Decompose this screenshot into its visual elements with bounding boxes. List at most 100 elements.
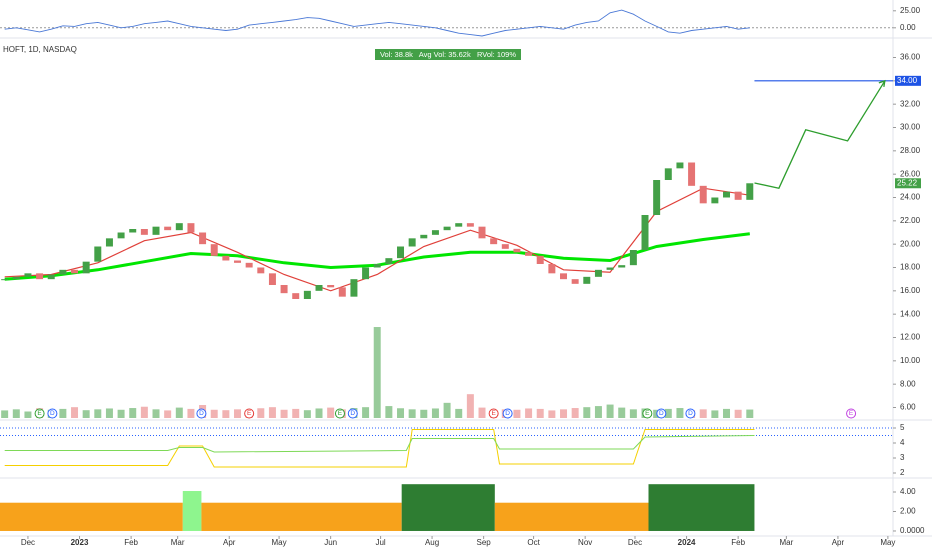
candle — [723, 191, 731, 198]
x-tick-label: May — [272, 538, 287, 547]
candle — [187, 223, 195, 233]
event-marker — [334, 408, 345, 419]
regime-block — [494, 502, 649, 531]
volume-bar — [385, 406, 393, 418]
y-tick-label: 14.00 — [900, 309, 921, 318]
target-label: 34.00 — [897, 76, 918, 85]
candle — [199, 232, 207, 245]
candle — [560, 273, 568, 280]
x-tick-label: May — [880, 538, 895, 547]
y-tick-label: 2.00 — [900, 507, 916, 516]
volume-bar — [373, 327, 381, 418]
volume-bar — [676, 408, 684, 418]
event-label: E — [491, 410, 496, 417]
candle — [105, 238, 113, 247]
volume-bar — [420, 409, 428, 418]
candle — [373, 264, 381, 268]
volume-bar — [257, 408, 265, 418]
oscillator-line — [4, 9, 750, 37]
candle — [629, 250, 637, 266]
candle — [362, 267, 370, 280]
volume-bar — [234, 409, 242, 418]
candle — [350, 279, 358, 297]
y-tick-label: 20.00 — [900, 239, 921, 248]
candle — [24, 273, 32, 277]
candle — [466, 223, 474, 227]
candle — [397, 246, 405, 259]
candle — [1, 279, 9, 281]
volume-bar — [583, 407, 591, 418]
x-tick-label: Aug — [425, 538, 439, 547]
y-tick-label: 12.00 — [900, 333, 921, 342]
y-tick-label: 18.00 — [900, 263, 921, 272]
x-tick-label: Mar — [171, 538, 185, 547]
volume-bar — [536, 408, 544, 418]
event-marker — [347, 408, 358, 419]
volume-bar — [606, 404, 614, 418]
candle — [12, 276, 20, 280]
volume-bar — [478, 407, 486, 418]
y-tick-label: 6.00 — [900, 403, 916, 412]
volume-bar — [94, 409, 102, 418]
volume-bar — [629, 409, 637, 418]
volume-bar — [1, 410, 9, 418]
volume-bar — [560, 409, 568, 418]
event-marker — [34, 408, 45, 419]
event-label: D — [350, 410, 355, 417]
candle — [140, 229, 148, 235]
candle — [245, 262, 253, 268]
x-tick-label: Sep — [477, 538, 492, 547]
x-tick-label: Oct — [527, 538, 540, 547]
x-tick-label: Dec — [21, 538, 35, 547]
volume-bar — [292, 408, 300, 418]
strength-line — [4, 435, 755, 453]
x-tick-label: Apr — [832, 538, 845, 547]
volume-bar — [443, 402, 451, 418]
event-label: E — [37, 410, 42, 417]
candle — [257, 267, 265, 274]
y-tick-label: 25.00 — [900, 6, 921, 15]
last-price-label: 25.22 — [897, 178, 918, 187]
volume-bar — [222, 410, 230, 418]
candle — [711, 197, 719, 204]
strength-line — [4, 429, 755, 468]
event-label: E — [849, 410, 854, 417]
event-label: D — [659, 410, 664, 417]
volume-bar — [82, 410, 90, 418]
x-tick-label: Jun — [324, 538, 337, 547]
volume-bar — [175, 407, 183, 418]
candle — [513, 248, 521, 253]
volume-bar — [397, 408, 405, 418]
event-marker — [502, 408, 513, 419]
volume-bar — [164, 410, 172, 418]
regime-block — [401, 484, 495, 531]
event-label: E — [338, 410, 343, 417]
volume-bar — [187, 408, 195, 418]
volume-badge: Vol: 38.8k Avg Vol: 35.62k RVol: 109% — [380, 50, 516, 59]
candle — [303, 290, 311, 299]
volume-bar — [699, 409, 707, 418]
y-tick-label: 2 — [900, 468, 905, 477]
candle — [36, 273, 44, 280]
volume-bar — [746, 409, 754, 418]
volume-bar — [59, 408, 67, 418]
event-label: D — [199, 410, 204, 417]
volume-bar — [105, 408, 113, 418]
candle — [536, 255, 544, 264]
x-tick-label: Feb — [731, 538, 745, 547]
x-tick-label: 2024 — [678, 538, 696, 547]
volume-bar — [152, 409, 160, 418]
candle — [222, 255, 230, 261]
candle — [71, 269, 79, 274]
y-tick-label: 10.00 — [900, 356, 921, 365]
y-tick-label: 16.00 — [900, 286, 921, 295]
y-tick-label: 4.00 — [900, 487, 916, 496]
event-marker — [244, 408, 255, 419]
regime-block — [648, 484, 755, 531]
event-marker — [656, 408, 667, 419]
y-tick-label: 8.00 — [900, 379, 916, 388]
event-marker — [196, 408, 207, 419]
candle — [583, 276, 591, 284]
candle — [525, 252, 533, 256]
